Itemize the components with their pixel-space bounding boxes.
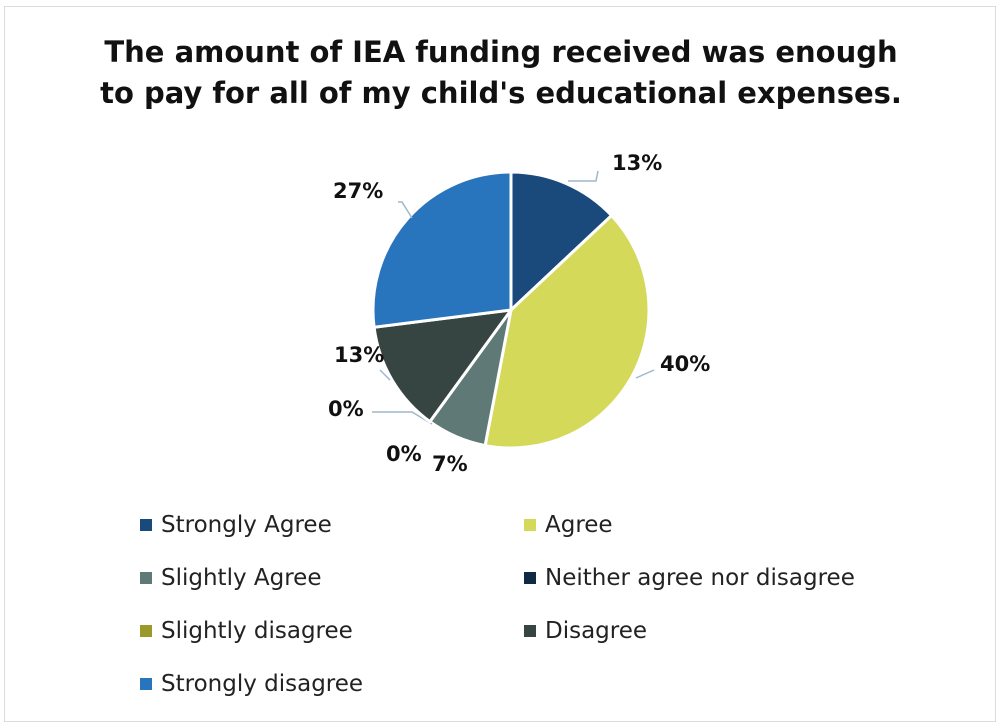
chart-title-line-1: The amount of IEA funding received was e… bbox=[104, 35, 898, 69]
data-label-strongly-agree: 13% bbox=[612, 151, 662, 175]
legend-swatch-agree bbox=[524, 519, 536, 531]
legend-item-strongly-agree: Strongly Agree bbox=[140, 512, 332, 538]
legend-item-neither-agree-nor-disagree: Neither agree nor disagree bbox=[524, 565, 855, 591]
legend-label-strongly-disagree: Strongly disagree bbox=[161, 671, 364, 697]
legend-swatch-disagree bbox=[524, 625, 536, 637]
legend-item-slightly-disagree: Slightly disagree bbox=[140, 618, 353, 644]
legend-label-slightly-agree: Slightly Agree bbox=[161, 565, 322, 591]
legend-swatch-strongly-disagree bbox=[140, 678, 152, 690]
chart-title-line-2: to pay for all of my child's educational… bbox=[100, 76, 902, 110]
chart-title: The amount of IEA funding received was e… bbox=[0, 32, 1002, 114]
legend-label-slightly-disagree: Slightly disagree bbox=[161, 618, 353, 644]
leader-line-strongly-disagree bbox=[398, 201, 413, 219]
legend-swatch-slightly-agree bbox=[140, 572, 152, 584]
pie-slice-agree bbox=[483, 213, 651, 450]
leader-line-strongly-agree bbox=[568, 170, 599, 182]
legend-item-agree: Agree bbox=[524, 512, 613, 538]
legend-label-disagree: Disagree bbox=[545, 618, 648, 644]
pie-slice-disagree bbox=[372, 308, 515, 424]
legend-item-strongly-disagree: Strongly disagree bbox=[140, 671, 363, 697]
data-label-slightly-disagree: 0% bbox=[328, 397, 364, 421]
pie-slice-strongly-agree bbox=[509, 170, 614, 314]
legend-item-disagree: Disagree bbox=[524, 618, 647, 644]
legend-item-slightly-agree: Slightly Agree bbox=[140, 565, 321, 591]
leader-line-agree bbox=[635, 369, 655, 379]
legend-label-agree: Agree bbox=[545, 512, 613, 538]
data-label-slightly-agree: 7% bbox=[432, 452, 468, 476]
data-label-strongly-disagree: 27% bbox=[333, 179, 383, 203]
legend-swatch-strongly-agree bbox=[140, 519, 152, 531]
data-label-neither-agree-nor-disagree: 0% bbox=[386, 442, 422, 466]
legend-label-strongly-agree: Strongly Agree bbox=[161, 512, 332, 538]
data-label-disagree: 13% bbox=[334, 343, 384, 367]
legend-label-neither-agree-nor-disagree: Neither agree nor disagree bbox=[545, 565, 855, 591]
legend-swatch-slightly-disagree bbox=[140, 625, 152, 637]
legend-swatch-neither-agree-nor-disagree bbox=[524, 572, 536, 584]
pie-slice-strongly-disagree bbox=[371, 170, 513, 329]
leader-line-disagree bbox=[379, 369, 391, 381]
data-label-agree: 40% bbox=[660, 352, 710, 376]
